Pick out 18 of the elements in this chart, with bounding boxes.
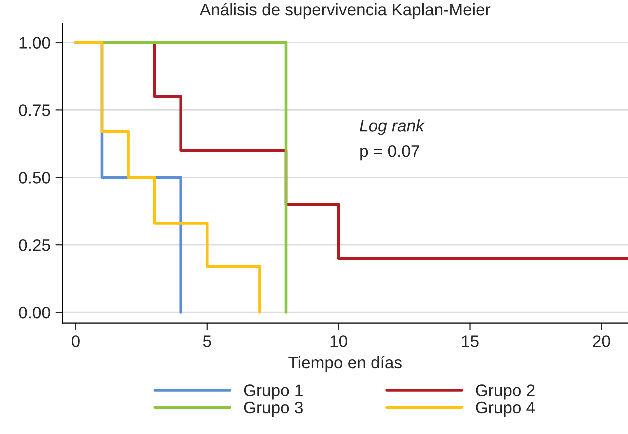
legend-label: Grupo 1 xyxy=(244,384,303,400)
legend-label: Grupo 4 xyxy=(476,402,536,417)
chart-title: Análisis de supervivencia Kaplan-Meier xyxy=(200,3,491,19)
x-tick-label: 15 xyxy=(462,336,479,348)
x-tick-label: 5 xyxy=(203,336,212,348)
y-tick-label: 0.25 xyxy=(19,239,50,252)
x-tick-label: 20 xyxy=(593,336,610,348)
legend-label: Grupo 3 xyxy=(244,402,304,417)
y-tick-label: 1.00 xyxy=(20,37,50,49)
annotation: Log rank xyxy=(360,120,426,136)
x-tick-label: 10 xyxy=(330,336,348,348)
y-tick-label: 0.75 xyxy=(19,104,50,116)
y-tick-label: 0.00 xyxy=(19,306,50,319)
legend-label: Grupo 2 xyxy=(476,384,535,400)
x-tick-label: 0 xyxy=(72,336,80,348)
x-axis-title: Tiempo en días xyxy=(288,356,402,372)
y-tick-label: 0.50 xyxy=(19,172,50,184)
annotation: p = 0.07 xyxy=(360,145,420,161)
